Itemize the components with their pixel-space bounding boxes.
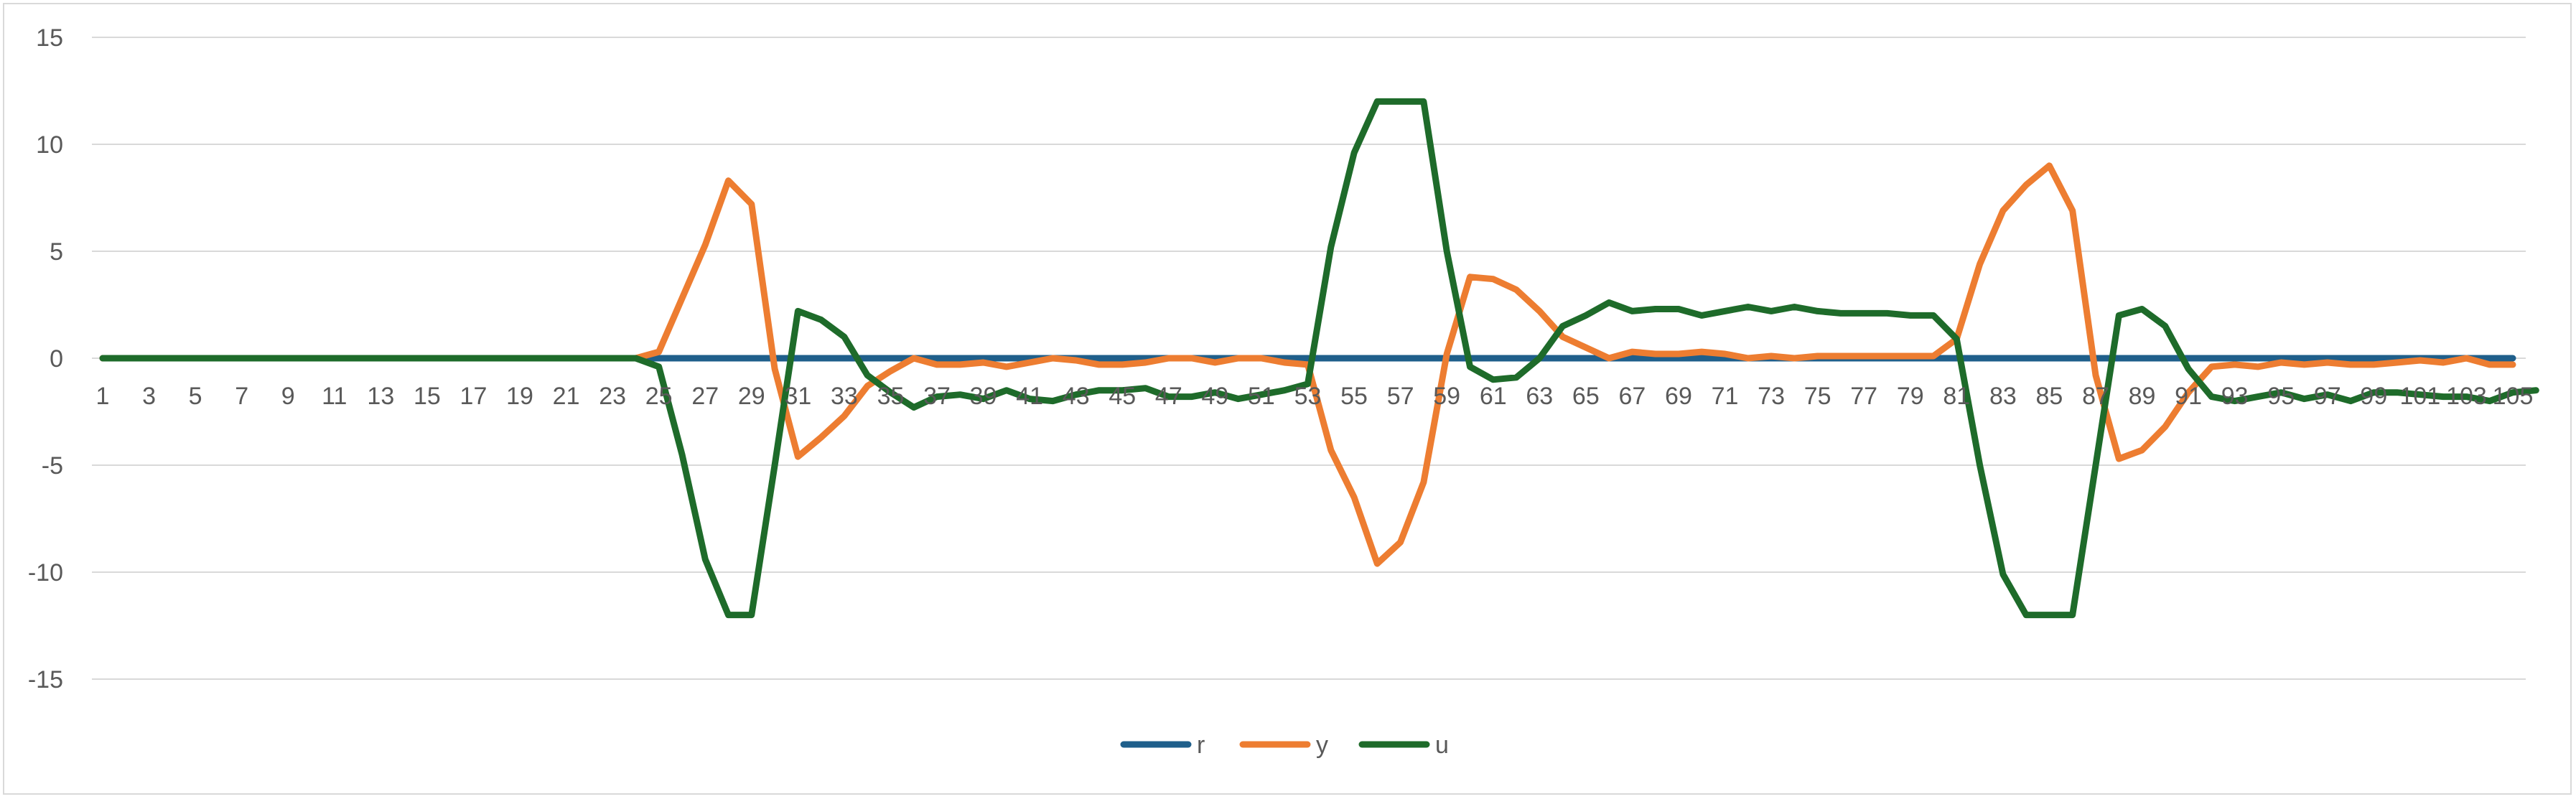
chart-area [3,3,2572,795]
x-tick-label: 57 [1387,383,1414,410]
y-tick-label: -15 [28,666,63,693]
x-tick-label: 71 [1712,383,1739,410]
x-tick-label: 63 [1526,383,1553,410]
x-tick-label: 49 [1201,383,1228,410]
x-tick-label: 97 [2314,383,2341,410]
x-tick-label: 101 [2400,383,2441,410]
y-tick-label: -10 [28,559,63,587]
y-tick-label: -5 [42,452,63,480]
x-tick-label: 105 [2493,383,2534,410]
x-tick-label: 13 [367,383,394,410]
y-tick-label: 15 [36,24,63,52]
x-tick-label: 69 [1665,383,1692,410]
x-tick-label: 45 [1109,383,1136,410]
y-tick-label: 0 [50,345,63,373]
x-tick-label: 23 [599,383,626,410]
x-tick-label: 37 [923,383,951,410]
x-tick-label: 1 [96,383,110,410]
x-tick-label: 89 [2129,383,2156,410]
x-tick-label: 83 [1989,383,2017,410]
x-tick-label: 95 [2267,383,2295,410]
x-tick-label: 73 [1758,383,1785,410]
x-tick-label: 19 [506,383,533,410]
x-tick-label: 61 [1480,383,1507,410]
x-tick-label: 35 [877,383,905,410]
x-tick-label: 79 [1897,383,1924,410]
x-tick-label: 75 [1804,383,1831,410]
x-tick-label: 5 [189,383,202,410]
x-tick-label: 47 [1155,383,1182,410]
x-tick-label: 31 [784,383,811,410]
x-tick-label: 33 [831,383,858,410]
legend-label-y: y [1316,732,1328,759]
x-tick-label: 81 [1943,383,1970,410]
x-tick-label: 65 [1572,383,1600,410]
x-tick-label: 85 [2036,383,2063,410]
x-tick-label: 25 [645,383,673,410]
y-tick-label: 5 [50,238,63,266]
x-tick-label: 15 [414,383,441,410]
legend-label-u: u [1435,732,1449,759]
x-tick-label: 43 [1063,383,1090,410]
x-tick-label: 17 [460,383,487,410]
x-tick-label: 59 [1433,383,1460,410]
x-tick-label: 55 [1340,383,1368,410]
x-tick-label: 53 [1294,383,1322,410]
x-tick-label: 39 [970,383,997,410]
x-tick-label: 103 [2446,383,2487,410]
x-tick-label: 3 [142,383,156,410]
x-tick-label: 7 [235,383,248,410]
x-tick-label: 9 [281,383,295,410]
series-line-u [99,98,2539,619]
x-tick-label: 51 [1248,383,1275,410]
x-tick-label: 99 [2360,383,2387,410]
legend-label-r: r [1197,732,1205,759]
x-tick-label: 41 [1016,383,1043,410]
x-tick-label: 93 [2221,383,2249,410]
x-tick-label: 77 [1850,383,1877,410]
x-tick-label: 87 [2082,383,2109,410]
x-tick-label: 11 [322,383,347,410]
y-tick-label: 10 [36,131,63,159]
x-tick-label: 27 [691,383,719,410]
x-tick-label: 67 [1618,383,1646,410]
x-tick-label: 21 [553,383,580,410]
x-tick-label: 91 [2175,383,2202,410]
x-tick-label: 29 [738,383,765,410]
